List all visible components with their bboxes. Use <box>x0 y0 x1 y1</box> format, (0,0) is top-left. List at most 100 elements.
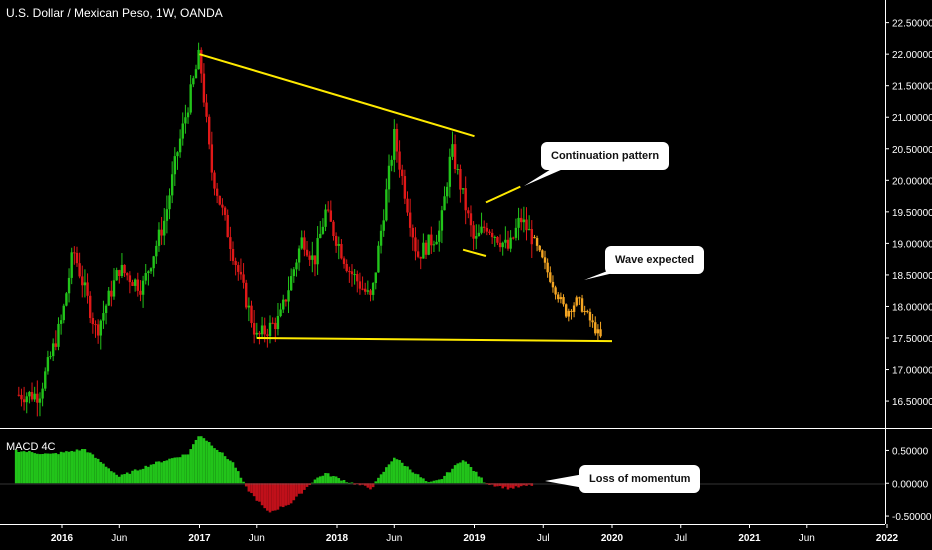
macd-bar-34 <box>104 466 108 484</box>
candle-88 <box>250 305 253 324</box>
macd-bar-127 <box>350 482 354 484</box>
time-tick-label-6: 2019 <box>463 533 486 544</box>
macd-bar-117 <box>324 473 327 484</box>
candle-57 <box>168 195 171 210</box>
candle-21 <box>73 252 76 254</box>
macd-bar-54 <box>157 461 161 484</box>
candle-86 <box>245 282 248 308</box>
macd-bar-39 <box>117 476 121 484</box>
candle-192 <box>525 219 528 231</box>
macd-bar-18 <box>62 452 66 484</box>
candle-83 <box>237 265 240 272</box>
macd-bar-181 <box>493 483 497 487</box>
candle-106 <box>297 248 301 263</box>
projected-candle-25 <box>599 329 602 337</box>
candle-181 <box>496 236 499 243</box>
candle-15 <box>57 323 60 347</box>
macd-bar-112 <box>311 482 314 484</box>
candle-115 <box>321 226 325 234</box>
macd-bar-0 <box>14 449 18 484</box>
macd-bar-60 <box>173 457 177 484</box>
candle-76 <box>218 195 221 205</box>
candle-47 <box>141 280 145 295</box>
projected-candle-0 <box>533 237 536 239</box>
macd-bar-62 <box>178 457 182 484</box>
candle-38 <box>118 270 121 277</box>
macd-bar-38 <box>115 474 118 484</box>
candle-188 <box>514 227 518 238</box>
candle-128 <box>356 274 359 282</box>
candle-120 <box>334 235 338 246</box>
macd-bar-64 <box>184 454 187 484</box>
candle-95 <box>268 322 272 336</box>
projected-candle-13 <box>567 310 571 317</box>
price-tick-label-12: 16.50000 <box>892 397 932 408</box>
projected-candle-7 <box>551 281 555 288</box>
price-axis[interactable]: 22.50000 22.00000 21.50000 21.00000 20.50000… <box>885 19 932 408</box>
candle-125 <box>348 271 351 273</box>
time-tick-label-9: Jul <box>674 533 687 544</box>
macd-bar-92 <box>258 483 261 502</box>
candle-11 <box>46 357 50 372</box>
macd-bar-76 <box>215 449 219 484</box>
macd-bar-33 <box>102 463 105 484</box>
candle-172 <box>472 225 475 239</box>
candle-118 <box>329 210 333 222</box>
trendline-0 <box>199 53 475 138</box>
candle-186 <box>509 237 512 249</box>
candle-179 <box>490 232 494 238</box>
candle-52 <box>155 245 158 257</box>
macd-bar-51 <box>149 464 153 484</box>
macd-bar-183 <box>498 483 502 486</box>
macd-bar-5 <box>28 451 31 484</box>
candle-78 <box>223 207 227 215</box>
macd-bar-110 <box>305 483 309 487</box>
macd-bar-102 <box>284 483 288 506</box>
macd-bar-188 <box>511 483 515 489</box>
macd-bar-146 <box>400 462 404 484</box>
candle-139 <box>385 189 388 221</box>
candle-55 <box>163 220 166 236</box>
projected-candle-22 <box>591 320 594 323</box>
macd-bar-94 <box>263 483 267 509</box>
macd-bar-195 <box>530 483 534 486</box>
candle-32 <box>102 313 105 321</box>
candle-104 <box>292 269 296 277</box>
macd-bar-21 <box>70 450 73 484</box>
candle-138 <box>382 220 385 231</box>
macd-bar-142 <box>390 461 393 484</box>
candle-37 <box>115 270 118 281</box>
macd-bar-152 <box>416 474 420 484</box>
macd-bar-173 <box>472 470 475 484</box>
macd-bar-83 <box>234 467 237 484</box>
macd-axis[interactable]: 0.50000 0.00000 -0.50000 <box>885 446 932 523</box>
macd-bar-150 <box>411 472 415 484</box>
candle-5 <box>30 391 34 400</box>
projected-candle-1 <box>535 238 539 246</box>
candle-103 <box>289 276 293 291</box>
projected-candle-5 <box>546 262 549 273</box>
macd-bar-89 <box>250 483 253 494</box>
macd-bar-1 <box>17 451 21 484</box>
candle-113 <box>316 238 319 265</box>
macd-bar-107 <box>297 483 301 494</box>
time-axis[interactable]: 2016 Jun 2017 Jun 2018 Jun 2019 Jul 2020 Jul 2021 J… <box>51 524 899 544</box>
macd-bar-2 <box>20 451 23 484</box>
macd-bar-79 <box>223 456 227 484</box>
macd-bar-27 <box>86 452 89 484</box>
time-tick-label-3: Jun <box>249 533 265 544</box>
macd-bar-56 <box>162 461 166 484</box>
macd-bar-174 <box>474 471 478 484</box>
candle-162 <box>445 186 449 197</box>
candle-193 <box>527 229 531 231</box>
macd-bar-106 <box>295 483 298 497</box>
macd-bar-135 <box>371 483 375 488</box>
macd-bar-88 <box>247 483 251 492</box>
candle-144 <box>398 151 401 170</box>
macd-tick-label-0: 0.50000 <box>892 446 929 457</box>
macd-bar-58 <box>168 458 171 484</box>
candle-59 <box>173 156 177 175</box>
candle-9 <box>41 388 44 399</box>
candle-165 <box>453 144 457 170</box>
macd-bar-74 <box>210 445 214 484</box>
